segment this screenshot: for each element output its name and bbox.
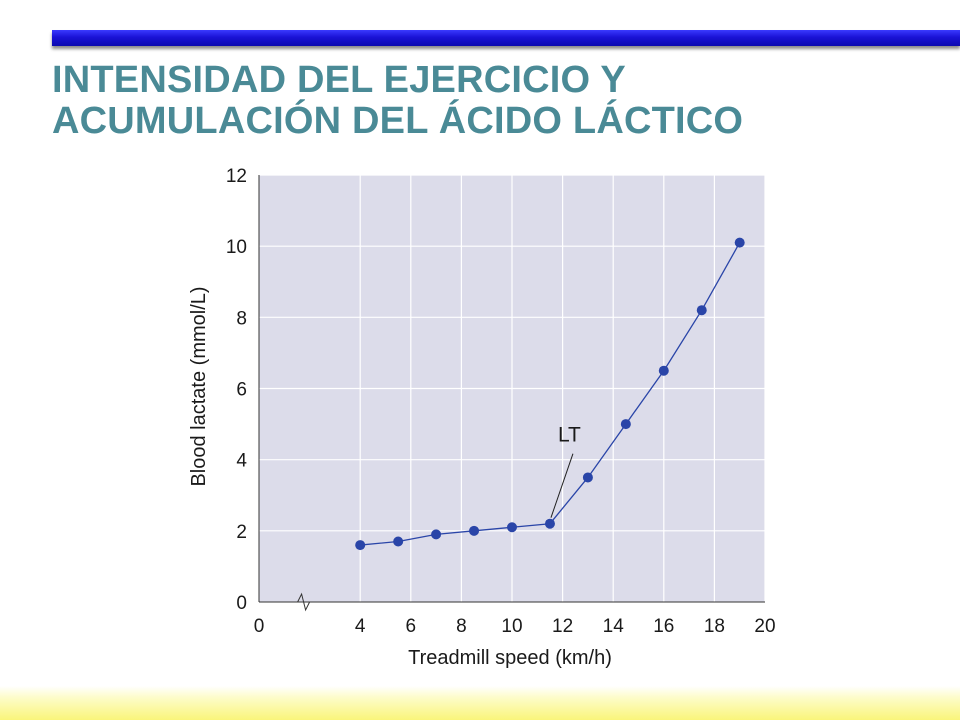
x-axis-label: Treadmill speed (km/h): [408, 647, 612, 669]
data-series: [355, 237, 745, 551]
title-accent-bar: [52, 30, 960, 46]
footer-accent-bar: [0, 686, 960, 720]
annotation-leader-line: [550, 453, 574, 518]
tick-labels: 0 4 6 8 10 12 14 16 18 20 0 2 4 6 8 10 12: [226, 166, 776, 637]
data-point: [393, 536, 404, 547]
slide-title-line-2: ACUMULACIÓN DEL ÁCIDO LÁCTICO: [52, 100, 744, 142]
x-tick-label: 18: [704, 616, 725, 637]
slide-title-line-1: INTENSIDAD DEL EJERCICIO Y: [52, 59, 626, 101]
data-point: [507, 522, 517, 533]
data-point: [544, 518, 555, 529]
slide-title: INTENSIDAD DEL EJERCICIO Y ACUMULACIÓN D…: [52, 60, 743, 142]
axes: [258, 175, 765, 612]
annotation-label: LT: [558, 424, 581, 447]
data-point: [469, 525, 480, 536]
y-axis-label: Blood lactate (mmol/L): [188, 286, 210, 486]
x-tick-label: 14: [603, 616, 625, 637]
y-tick-label: 12: [226, 166, 247, 187]
x-tick-label: 6: [406, 616, 417, 637]
grid-lines: [259, 174, 766, 602]
y-tick-label: 10: [226, 237, 247, 258]
y-tick-label: 8: [236, 308, 247, 329]
y-tick-label: 2: [236, 522, 247, 543]
x-tick-label: 10: [501, 616, 522, 637]
x-tick-label: 12: [552, 616, 573, 637]
data-point: [734, 237, 745, 248]
data-point: [431, 529, 442, 540]
annotations: LT: [550, 424, 581, 518]
data-point: [658, 365, 669, 376]
y-tick-label: 4: [236, 451, 247, 472]
x-tick-label: 8: [456, 616, 467, 637]
x-tick-label: 0: [254, 616, 265, 637]
x-tick-label: 4: [355, 616, 366, 637]
y-tick-label: 6: [236, 380, 247, 401]
data-point: [620, 419, 631, 430]
data-point: [355, 540, 366, 551]
data-point: [582, 472, 593, 483]
x-axis-break: [297, 592, 311, 612]
data-point: [696, 305, 707, 316]
x-tick-label: 16: [653, 616, 674, 637]
y-tick-label: 0: [236, 593, 247, 614]
x-tick-label: 20: [754, 616, 775, 637]
